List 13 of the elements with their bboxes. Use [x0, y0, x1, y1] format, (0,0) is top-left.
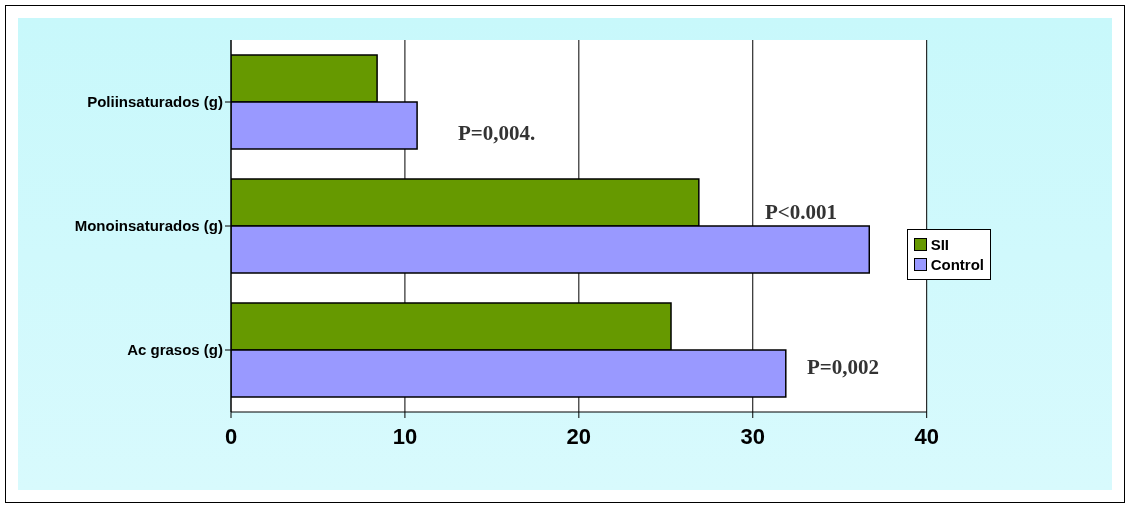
annotation: P=0,002: [807, 355, 880, 379]
annotation: P=0,004.: [458, 121, 536, 145]
y-tick-label: Poliinsaturados (g): [87, 93, 223, 111]
legend-label: SII: [930, 236, 950, 253]
x-tick-label: 20: [566, 423, 592, 449]
y-tick-label: Monoinsaturados (g): [74, 217, 223, 235]
legend-label: Control: [930, 256, 984, 273]
x-tick-label: 40: [914, 423, 939, 449]
y-tick-label: Ac grasos (g): [127, 341, 223, 359]
x-tick-label: 0: [224, 423, 238, 449]
x-tick-label: 30: [740, 423, 765, 449]
x-tick-label: 10: [392, 423, 418, 449]
annotation: P<0.001: [765, 200, 838, 224]
